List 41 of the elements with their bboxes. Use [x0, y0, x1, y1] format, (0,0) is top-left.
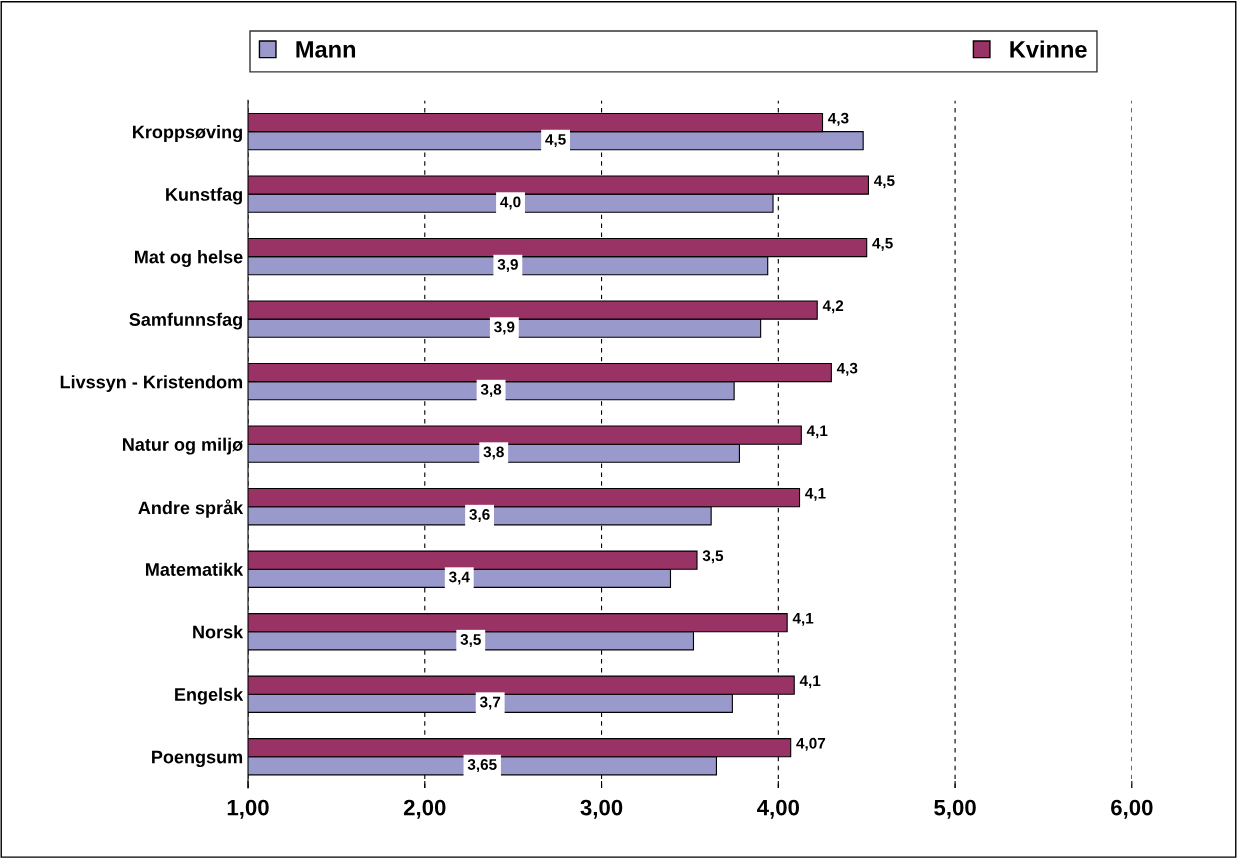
data-label: 3,6 [469, 509, 490, 523]
data-label: 3,9 [497, 259, 518, 273]
data-label: 3,5 [702, 550, 724, 564]
data-label: 3,5 [460, 634, 481, 648]
data-label: 3,7 [479, 696, 501, 710]
y-tick-label: Mat og helse [135, 250, 243, 268]
data-label: 4,2 [822, 300, 844, 314]
y-tick-label: Matematikk [146, 562, 244, 576]
legend-label: Mann [296, 41, 356, 58]
y-tick-label: Poengsum [152, 750, 243, 768]
y-tick-label: Andre språk [138, 499, 244, 518]
data-label: 3,9 [494, 321, 515, 335]
y-tick-label: Samfunnsfag [129, 312, 242, 330]
data-label: 4,0 [500, 196, 521, 210]
data-label: 4,1 [792, 612, 814, 626]
x-tick-label: 1,00 [227, 799, 269, 819]
data-label: 4,3 [836, 362, 858, 376]
data-label: 4,1 [806, 425, 828, 439]
y-tick-label: Engelsk [175, 687, 244, 705]
data-label: 3,8 [480, 384, 502, 398]
data-label: 4,07 [796, 737, 826, 751]
y-tick-label: Natur og miljø [123, 437, 244, 455]
x-tick-label: 2,00 [403, 799, 446, 819]
data-label: 4,5 [545, 134, 566, 148]
x-tick-label: 4,00 [757, 799, 800, 819]
data-label: 4,3 [828, 112, 849, 126]
data-label: 3,8 [483, 446, 504, 460]
data-label: 3,4 [448, 571, 470, 585]
y-tick-label: Kroppsøving [133, 125, 242, 143]
data-label: 4,1 [805, 487, 826, 501]
data-label: 4,5 [872, 237, 893, 251]
data-label: 3,65 [467, 759, 497, 773]
x-tick-label: 5,00 [934, 799, 976, 819]
x-tick-label: 6,00 [1111, 799, 1153, 819]
data-label: 4,1 [799, 675, 821, 689]
y-tick-label: Norsk [193, 625, 244, 639]
y-tick-label: Livssyn - Kristendom [60, 375, 243, 392]
x-tick-label: 3,00 [580, 799, 623, 819]
y-tick-label: Kunstfag [166, 187, 242, 205]
legend-label: Kvinne [1010, 40, 1087, 58]
data-label: 4,5 [874, 175, 895, 189]
